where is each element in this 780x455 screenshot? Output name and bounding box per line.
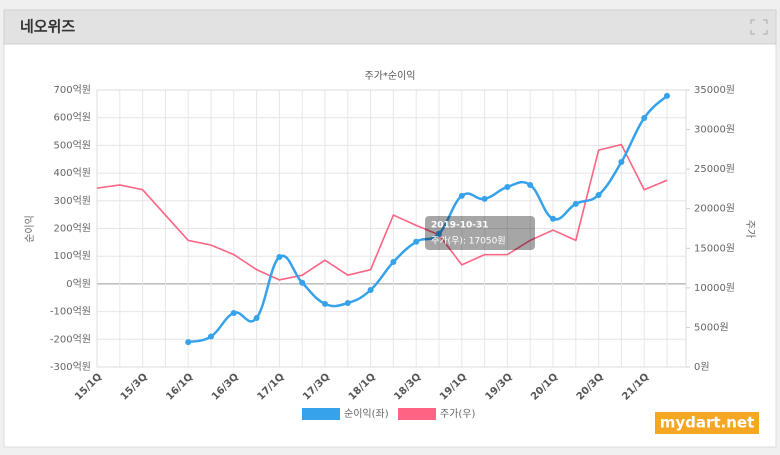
plot-frame (96, 89, 687, 368)
y2-tick-label: 20000원 (694, 203, 735, 215)
legend-label: 순이익(좌) (344, 408, 389, 420)
point (299, 279, 306, 286)
legend-swatch (398, 408, 436, 420)
point (208, 333, 214, 340)
y2-tick-label: 5000원 (694, 321, 729, 333)
y-tick-label: 500억원 (54, 139, 92, 151)
y-tick-label: 100억원 (54, 250, 92, 262)
y2-tick-label: 35000원 (694, 84, 735, 96)
point (572, 200, 579, 207)
panel-title: 네오위즈 (20, 18, 75, 36)
tooltip-body: 주가(우): 17050원 (431, 236, 506, 247)
point (458, 192, 465, 199)
tooltip-box (425, 216, 535, 250)
y2-tick-label: 25000원 (694, 163, 735, 175)
legend: 순이익(좌) 주가(우) (302, 408, 476, 420)
y-tick-label: 300억원 (54, 195, 92, 207)
point (367, 286, 374, 293)
tooltip-title: 2019-10-31 (431, 221, 489, 231)
y2-tick-label: 0원 (694, 361, 710, 373)
watermark: mydart.net (660, 414, 755, 432)
point (527, 182, 534, 189)
legend-swatch (302, 408, 340, 420)
point (253, 314, 260, 321)
expand-icon[interactable] (750, 19, 768, 35)
y-tick-label: 0억원 (66, 278, 91, 290)
tooltip: 2019-10-31 주가(우): 17050원 (425, 216, 535, 250)
y-tick-label: -200억원 (50, 333, 91, 345)
y-tick-label: 400억원 (54, 167, 92, 179)
point (664, 92, 670, 99)
chart-title: 주가*순이익 (365, 70, 416, 82)
point (185, 339, 192, 346)
point (436, 230, 442, 237)
panel-header (3, 9, 777, 45)
y-tick-label: 700억원 (54, 84, 92, 96)
point (481, 195, 488, 202)
y2-axis-title: 주가 (744, 220, 756, 238)
y-tick-label: 200억원 (54, 223, 92, 235)
watermark-bg (655, 412, 759, 434)
legend-label: 주가(우) (440, 408, 476, 420)
point (550, 215, 556, 222)
y2-tick-label: 30000원 (694, 124, 735, 136)
series-line (187, 94, 668, 344)
point (413, 238, 420, 245)
point (641, 114, 648, 121)
series-line (96, 143, 668, 281)
y-tick-label: -300억원 (50, 361, 91, 373)
point (322, 300, 328, 307)
point (276, 254, 283, 261)
y2-tick-label: 15000원 (694, 242, 735, 254)
point (230, 309, 237, 316)
y2-tick-label: 10000원 (694, 282, 735, 294)
point (504, 183, 511, 190)
y-tick-label: 600억원 (54, 112, 92, 124)
point (595, 191, 602, 198)
point (344, 300, 351, 307)
y-tick-label: -100억원 (50, 306, 91, 318)
point (390, 259, 397, 266)
point (618, 159, 625, 166)
y-axis-title: 순이익 (24, 215, 36, 243)
